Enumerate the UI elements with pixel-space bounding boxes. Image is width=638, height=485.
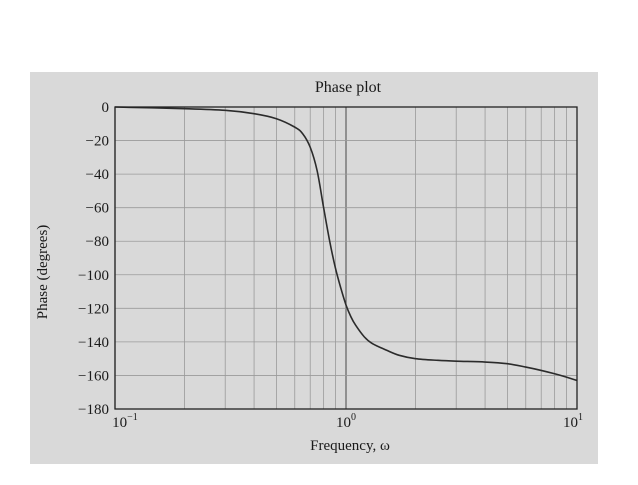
x-tick-labels: 10−1 100 101 <box>112 412 583 431</box>
y-tick-label: −140 <box>78 335 109 351</box>
y-tick-label: −160 <box>78 368 109 384</box>
phase-plot: 0−20−40−60−80−100−120−140−160−180 10−1 10… <box>35 79 583 454</box>
chart-panel: 0 −20 −40 −60 −80 −100 −120 −140 −160 −180 10−1 10… <box>30 72 598 464</box>
x-tick-label: 101 <box>563 412 583 431</box>
y-tick-label: −60 <box>86 201 109 217</box>
y-tick-label: −180 <box>78 402 109 418</box>
x-tick-label: 10−1 <box>112 412 138 431</box>
y-tick-label: −20 <box>86 134 109 150</box>
y-axis-label: Phase (degrees) <box>35 225 51 320</box>
plot-frame <box>114 106 578 410</box>
x-tick-label: 100 <box>336 412 356 431</box>
phase-curve <box>114 106 578 382</box>
y-tick-label: −100 <box>78 268 109 284</box>
y-tick-label: 0 <box>102 100 110 116</box>
y-tick-label: −120 <box>78 301 109 317</box>
y-tick-label: −40 <box>86 167 109 183</box>
x-axis-label: Frequency, ω <box>310 438 390 454</box>
curve-layer <box>114 106 578 382</box>
y-tick-labels: 0 −20 −40 −60 −80 −100 −120 −140 −160 −180 <box>78 100 109 418</box>
chart-title: Phase plot <box>315 79 382 96</box>
y-tick-label: −80 <box>86 234 109 250</box>
grid <box>114 106 577 410</box>
